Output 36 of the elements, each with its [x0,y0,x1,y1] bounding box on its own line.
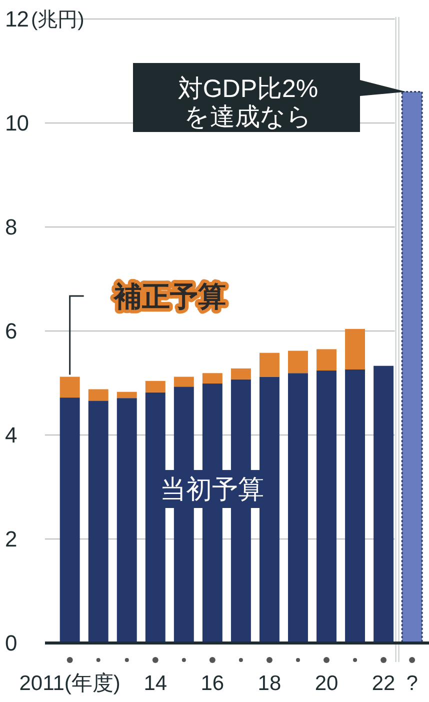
bar [316,349,336,371]
bar [288,373,308,643]
x-tick-label: 22 [372,672,396,695]
y-axis-title: (兆円) [31,9,84,31]
bar [230,368,251,380]
bar [288,350,308,374]
x-tick-label: 2011(年度) [19,672,120,695]
bar [345,328,366,370]
bar [60,398,80,643]
y-tick-label: 2 [5,526,18,552]
bar [345,369,366,643]
x-tick-label: 16 [200,672,224,695]
y-tick-label: 10 [5,110,29,136]
series-label: 当初予算 [160,474,264,504]
y-tick-label: 6 [5,318,18,344]
bar [145,380,166,392]
bar [60,376,80,398]
y-tick-label: 8 [5,214,18,240]
bar [88,400,108,643]
series-label: 補正予算 [113,281,226,312]
x-tick-label: 14 [144,672,168,695]
bar [88,389,108,401]
bar [374,366,394,643]
annotation: 対GDP比2% を達成なら [178,75,318,131]
bar [174,376,194,387]
y-tick-label: 0 [5,630,18,656]
bar [116,392,137,398]
x-tick-label: 20 [314,672,338,695]
x-tick-label: 18 [258,672,282,695]
bar [202,373,222,384]
bar [116,398,137,643]
bar [316,370,336,643]
y-tick-label: 12 [5,6,29,32]
bar [259,352,280,377]
x-tick-label: ? [406,672,418,695]
y-tick-label: 4 [5,422,18,448]
